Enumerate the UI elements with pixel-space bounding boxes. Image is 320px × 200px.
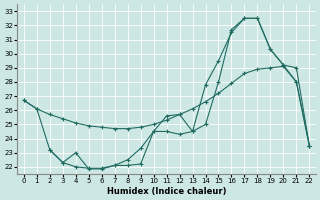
X-axis label: Humidex (Indice chaleur): Humidex (Indice chaleur) bbox=[107, 187, 226, 196]
